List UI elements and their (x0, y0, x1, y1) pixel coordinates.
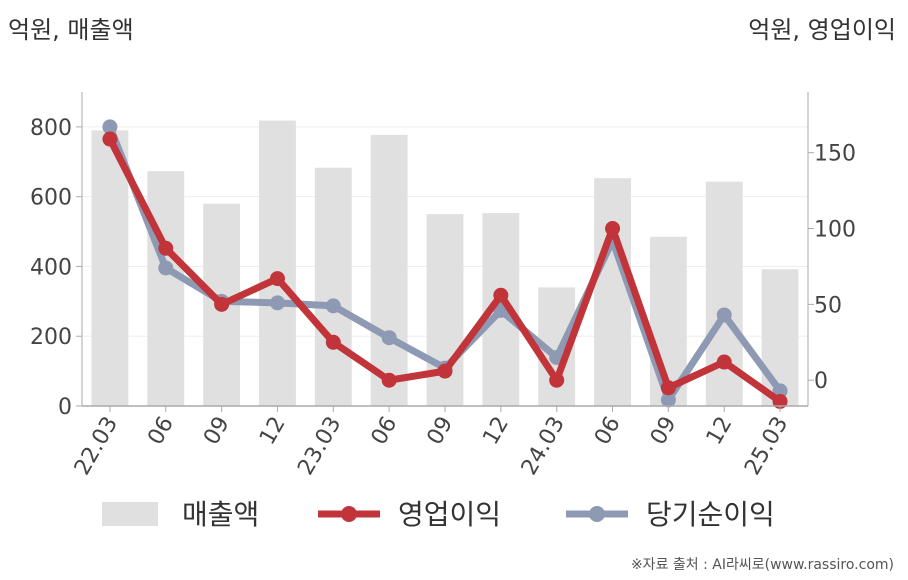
operating-profit-point (214, 296, 230, 312)
right-tick-label: 50 (814, 293, 842, 318)
legend-marker-operating-profit (341, 506, 357, 522)
net-income-point (158, 260, 174, 276)
x-tick-label: 06 (143, 413, 179, 450)
operating-profit-point (716, 354, 732, 370)
left-tick-label: 0 (58, 395, 72, 420)
operating-profit-point (269, 271, 285, 287)
right-axis-unit: 억원, 영업이익 (748, 16, 896, 44)
profit-lines (102, 119, 788, 409)
x-tick-label: 23.03 (293, 413, 346, 480)
operating-profit-point (158, 240, 174, 256)
net-income-point (102, 119, 118, 135)
x-tick-label: 22.03 (70, 413, 123, 480)
x-tick-label: 12 (255, 413, 291, 450)
operating-profit-point (605, 221, 621, 237)
bar-revenue (314, 167, 352, 406)
x-tick-label: 25.03 (740, 413, 793, 480)
source-note: ※자료 출처 : AI라씨로(www.rassiro.com) (630, 557, 894, 573)
left-tick-label: 800 (30, 116, 72, 141)
x-tick-label: 09 (646, 413, 682, 450)
net-income-point (325, 298, 341, 314)
legend-label-net-income: 당기순이익 (646, 498, 775, 531)
net-income-point (716, 307, 732, 323)
x-tick-label: 24.03 (517, 413, 570, 480)
bar-revenue (91, 130, 129, 406)
net-income-point (660, 392, 676, 408)
operating-profit-point (437, 363, 453, 379)
operating-profit-point (772, 393, 788, 409)
operating-profit-point (660, 380, 676, 396)
left-tick-label: 600 (30, 186, 72, 211)
x-tick-label: 12 (478, 413, 514, 450)
operating-profit-point (493, 287, 509, 303)
legend-label-revenue: 매출액 (182, 498, 259, 531)
bar-revenue (259, 120, 296, 406)
legend-marker-net-income (589, 506, 605, 522)
left-axis-unit: 억원, 매출액 (8, 16, 134, 44)
left-tick-label: 200 (30, 325, 72, 350)
legend-label-operating-profit: 영업이익 (398, 498, 501, 531)
bar-revenue (761, 269, 799, 406)
right-tick-label: 0 (814, 369, 828, 394)
net-income-point (381, 330, 397, 346)
operating-profit-point (549, 372, 565, 388)
legend-swatch-revenue (102, 502, 158, 526)
bar-revenue (147, 171, 185, 406)
net-income-point (269, 295, 285, 311)
left-tick-label: 400 (30, 255, 72, 280)
operating-profit-point (325, 334, 341, 350)
bar-revenue (594, 178, 631, 406)
x-tick-label: 06 (590, 413, 626, 450)
x-tick-label: 12 (702, 413, 738, 450)
right-tick-label: 150 (814, 142, 856, 167)
bar-revenue (370, 134, 408, 406)
operating-profit-point (102, 131, 118, 147)
x-tick-label: 09 (423, 413, 459, 450)
operating-profit-point (381, 372, 397, 388)
x-tick-label: 06 (367, 413, 403, 450)
x-tick-label: 09 (199, 413, 235, 450)
legend: 매출액 영업이익 당기순이익 (102, 498, 775, 531)
right-tick-label: 100 (814, 218, 856, 243)
